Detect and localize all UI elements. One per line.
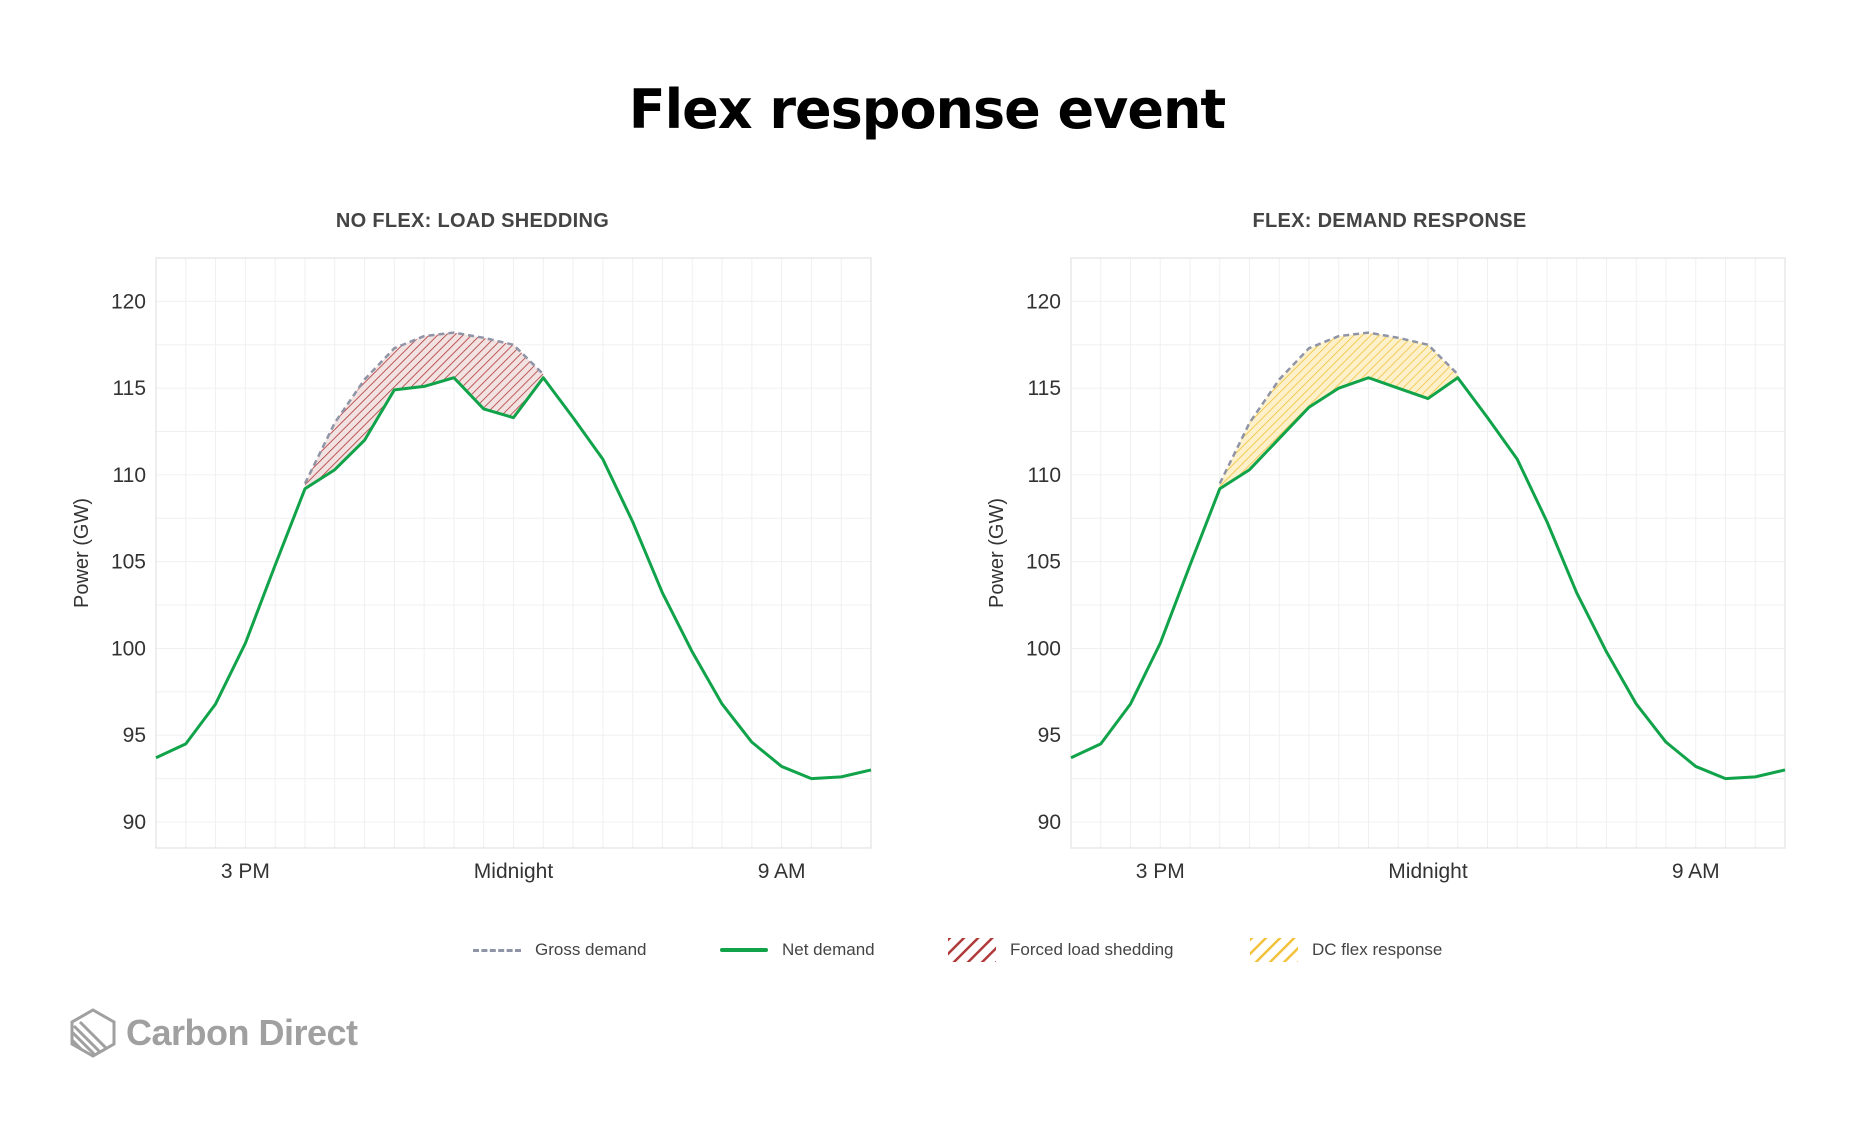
y-tick-label: 105 xyxy=(1026,551,1061,574)
y-tick-label: 110 xyxy=(1028,464,1061,487)
x-tick-label: 3 PM xyxy=(1136,860,1185,883)
net-demand-swatch xyxy=(720,948,768,952)
legend: Gross demand Net demand Forced load shed… xyxy=(0,935,1854,965)
y-tick-label: 120 xyxy=(111,290,146,313)
legend-dc-flex-response: DC flex response xyxy=(1250,935,1442,965)
x-tick-label: 3 PM xyxy=(221,860,270,883)
x-tick-label: 9 AM xyxy=(758,860,806,883)
chart-title-flex: FLEX: DEMAND RESPONSE xyxy=(1252,210,1527,232)
y-axis-label: Power (GW) xyxy=(71,498,93,608)
legend-forced-load-shedding: Forced load shedding xyxy=(948,935,1174,965)
x-tick-label: Midnight xyxy=(474,860,554,883)
hexagon-stripes-icon xyxy=(70,1008,116,1058)
y-tick-label: 120 xyxy=(1026,290,1061,313)
shedding-swatch xyxy=(948,938,996,962)
legend-label-shedding: Forced load shedding xyxy=(1010,940,1174,959)
chart-panel-0: 90 95 100 105 110 115 120 3 PM Midnight 9 AM Power… xyxy=(71,257,872,883)
x-tick-label: Midnight xyxy=(1388,860,1468,883)
legend-gross-demand: Gross demand xyxy=(473,935,647,965)
logo-text: Carbon Direct xyxy=(126,1012,358,1053)
flex-swatch xyxy=(1250,938,1298,962)
y-tick-label: 100 xyxy=(1026,637,1061,660)
y-tick-label: 90 xyxy=(1038,811,1061,834)
y-tick-label: 90 xyxy=(123,811,146,834)
y-tick-label: 110 xyxy=(113,464,146,487)
legend-label-net: Net demand xyxy=(782,940,875,959)
y-axis-label: Power (GW) xyxy=(986,498,1008,608)
plot-frame xyxy=(1070,257,1786,849)
y-tick-label: 115 xyxy=(113,377,146,400)
dc-flex-response-area xyxy=(1219,332,1458,489)
legend-label-flex: DC flex response xyxy=(1312,940,1443,959)
chart-title-no-flex: NO FLEX: LOAD SHEDDING xyxy=(335,210,610,232)
legend-label-gross: Gross demand xyxy=(535,940,647,959)
gross-demand-swatch xyxy=(473,948,521,952)
y-tick-label: 95 xyxy=(1038,724,1061,747)
chart-panel-1: 90 95 100 105 110 115 120 3 PM Midnight 9 AM Power… xyxy=(986,257,1786,883)
carbon-direct-logo: Carbon Direct xyxy=(70,1008,358,1058)
y-tick-label: 100 xyxy=(111,637,146,660)
y-tick-label: 105 xyxy=(111,551,146,574)
page-title: Flex response event xyxy=(628,78,1227,141)
forced-load-shedding-area xyxy=(304,332,544,489)
plot-frame xyxy=(155,257,872,849)
y-tick-label: 95 xyxy=(123,724,146,747)
x-tick-label: 9 AM xyxy=(1672,860,1720,883)
legend-net-demand: Net demand xyxy=(720,935,875,965)
y-tick-label: 115 xyxy=(1028,377,1061,400)
